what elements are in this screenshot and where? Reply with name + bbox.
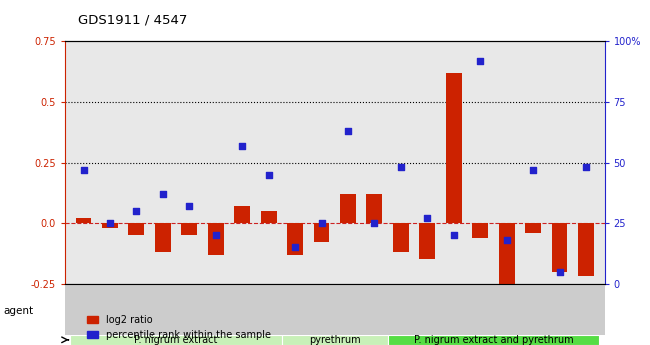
Bar [287,223,303,255]
Text: P. nigrum extract and pyrethrum: P. nigrum extract and pyrethrum [413,335,573,345]
Point [396,165,406,170]
Bar [155,223,171,252]
Point [158,191,168,197]
Bar [102,223,118,228]
Bar [340,194,356,223]
Point [237,143,248,148]
Bar [473,223,488,238]
Bar [181,223,197,235]
Point [475,58,486,63]
Text: pyrethrum: pyrethrum [309,335,361,345]
Point [343,128,353,134]
Text: P. nigrum extract: P. nigrum extract [135,335,218,345]
Bar [387,335,599,345]
Point [317,220,327,226]
Bar [578,223,594,276]
Point [554,269,565,274]
Point [581,165,592,170]
Bar [75,218,92,223]
Point [131,208,142,214]
Bar [499,223,515,296]
Legend: log2 ratio, percentile rank within the sample: log2 ratio, percentile rank within the s… [83,311,275,344]
Bar [446,73,462,223]
Bar [129,223,144,235]
Point [528,167,538,172]
Point [422,216,432,221]
Bar [261,211,276,223]
Bar [552,223,567,272]
Bar [313,223,330,243]
Bar [208,223,224,255]
Point [78,167,88,172]
Point [448,233,459,238]
Bar [525,223,541,233]
Point [369,220,380,226]
Text: agent: agent [3,306,33,315]
Point [501,237,512,243]
Bar [234,206,250,223]
Point [263,172,274,177]
Point [211,233,221,238]
Point [290,245,300,250]
Bar [393,223,409,252]
Bar [367,194,382,223]
Point [184,203,194,209]
Bar [70,335,282,345]
Bar [282,335,387,345]
Text: GDS1911 / 4547: GDS1911 / 4547 [78,14,187,27]
Bar [419,223,436,259]
Point [105,220,115,226]
